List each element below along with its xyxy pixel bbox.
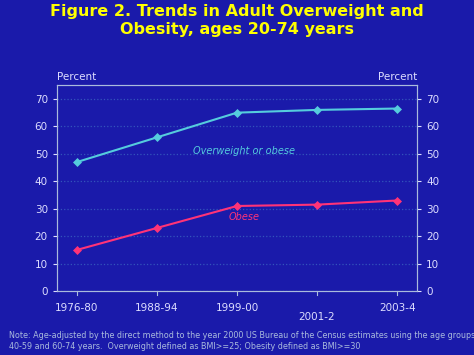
Text: 1976-80: 1976-80 bbox=[55, 304, 99, 313]
Text: Obese: Obese bbox=[229, 212, 260, 222]
Text: 1988-94: 1988-94 bbox=[135, 304, 179, 313]
Text: Note: Age-adjusted by the direct method to the year 2000 US Bureau of the Census: Note: Age-adjusted by the direct method … bbox=[9, 331, 474, 351]
Text: Percent: Percent bbox=[57, 72, 96, 82]
Text: Figure 2. Trends in Adult Overweight and
Obesity, ages 20-74 years: Figure 2. Trends in Adult Overweight and… bbox=[50, 4, 424, 37]
Text: Overweight or obese: Overweight or obese bbox=[193, 146, 295, 156]
Text: 1999-00: 1999-00 bbox=[215, 304, 259, 313]
Text: 2001-2: 2001-2 bbox=[299, 312, 336, 322]
Text: 2003-4: 2003-4 bbox=[379, 304, 415, 313]
Text: Percent: Percent bbox=[378, 72, 417, 82]
